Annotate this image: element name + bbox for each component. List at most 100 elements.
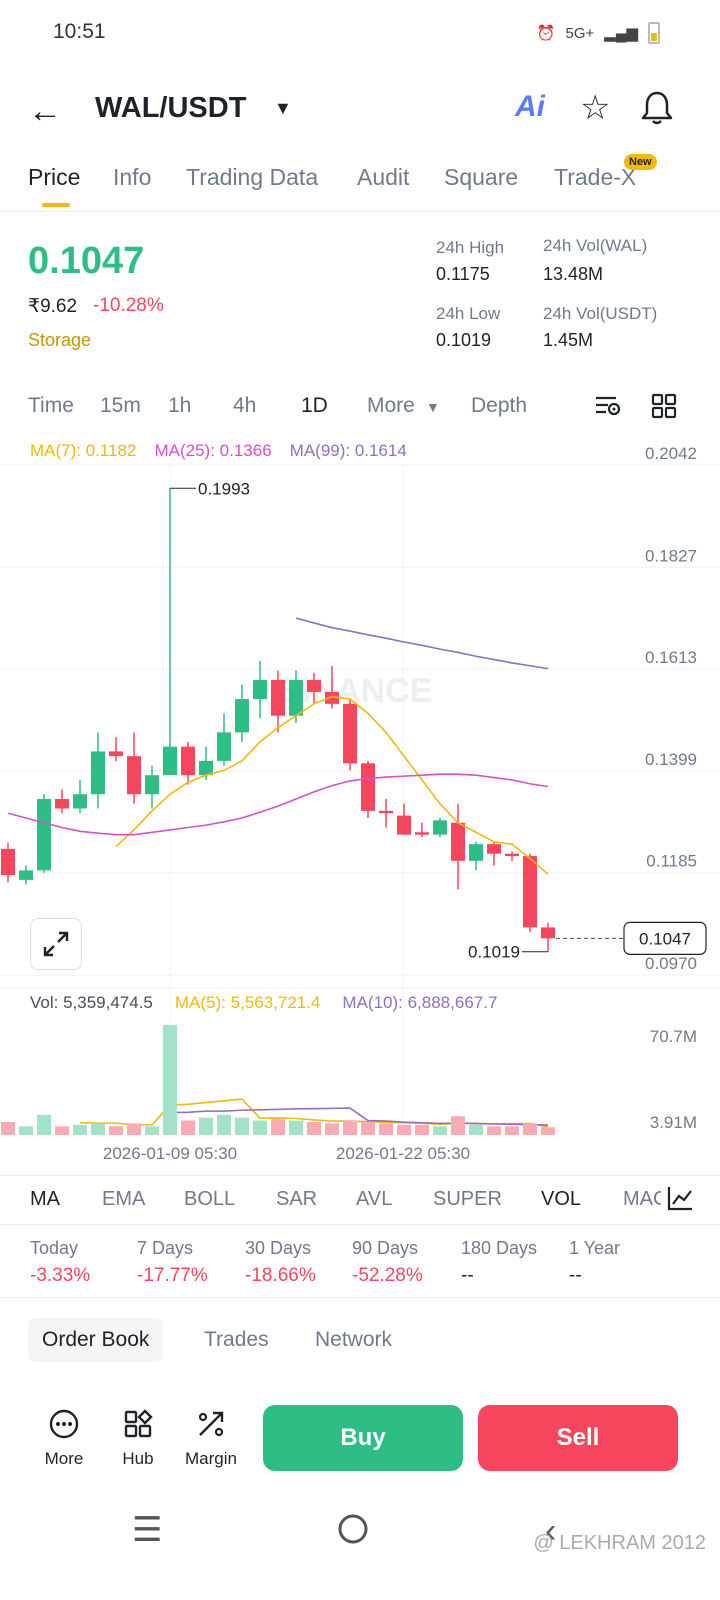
vol-quote-value: 1.45M	[543, 330, 594, 350]
volume-bar	[217, 1114, 231, 1135]
volume-bar	[307, 1121, 321, 1135]
candle-body	[235, 699, 249, 733]
low-marker-label: 0.1019	[468, 943, 520, 962]
fullscreen-button[interactable]	[30, 918, 82, 970]
y-tick-label: 0.1613	[645, 648, 697, 667]
candle-body	[181, 746, 195, 776]
tf-4h[interactable]: 4h	[233, 394, 257, 417]
tf-1d[interactable]: 1D	[301, 394, 328, 417]
chart-settings-icon[interactable]	[594, 392, 622, 426]
tab-network[interactable]: Network	[315, 1328, 393, 1351]
more-button[interactable]: More	[34, 1408, 94, 1469]
volume-bar	[181, 1120, 195, 1135]
tf-1h[interactable]: 1h	[168, 394, 192, 417]
indicator-settings-icon[interactable]	[666, 1184, 694, 1218]
candle-body	[505, 853, 519, 857]
volume-bar	[1, 1121, 15, 1135]
candle-body	[433, 820, 447, 835]
candle-body	[469, 844, 483, 861]
perf-label: 180 Days	[461, 1238, 538, 1258]
y-tick-label: 0.1399	[645, 750, 697, 769]
recents-icon[interactable]: ☰	[132, 1511, 163, 1549]
candle-body	[1, 848, 15, 876]
vol-label: Vol: 5,359,474.5	[30, 993, 153, 1012]
tab-price[interactable]: Price	[28, 164, 81, 190]
perf-value: --	[569, 1265, 582, 1286]
ind-super[interactable]: SUPER	[433, 1188, 502, 1210]
volume-bar	[127, 1123, 141, 1135]
category-tag[interactable]: Storage	[28, 330, 92, 350]
ai-icon[interactable]: Ai	[515, 90, 545, 123]
volume-bar	[73, 1124, 87, 1135]
buy-button[interactable]: Buy	[263, 1405, 463, 1471]
candle-body	[199, 760, 213, 776]
pair-title[interactable]: WAL/USDT	[95, 92, 247, 124]
candle-body	[451, 822, 465, 861]
ind-ma[interactable]: MA	[30, 1188, 60, 1210]
tf-depth[interactable]: Depth	[471, 394, 528, 417]
ma7-line	[115, 695, 549, 875]
ind-vol[interactable]: VOL	[541, 1188, 582, 1210]
candle-body	[487, 844, 501, 854]
back-arrow-icon[interactable]: ←	[28, 92, 62, 130]
tab-info[interactable]: Info	[113, 164, 152, 190]
candle-body	[397, 815, 411, 835]
ind-boll[interactable]: BOLL	[184, 1188, 236, 1210]
tf-more-caret-icon[interactable]: ▼	[426, 399, 440, 415]
tab-trades[interactable]: Trades	[204, 1328, 269, 1351]
perf-label: 30 Days	[245, 1238, 312, 1258]
ma99-line	[295, 617, 549, 670]
volume-bar	[253, 1120, 267, 1135]
sell-button[interactable]: Sell	[478, 1405, 678, 1471]
tab-trading-data[interactable]: Trading Data	[186, 164, 319, 190]
home-icon[interactable]	[336, 1512, 370, 1555]
tab-square[interactable]: Square	[444, 164, 519, 190]
tab-trade-x[interactable]: Trade-X	[554, 164, 637, 190]
x-tick-label: 2026-01-22 05:30	[336, 1144, 470, 1163]
perf-7d: 7 Days -17.77%	[137, 1238, 208, 1287]
status-bar: 10:51 ⏰ 5G+ ▂▄▆	[0, 0, 720, 66]
ind-macd[interactable]: MACD	[623, 1188, 661, 1210]
ind-avl[interactable]: AVL	[356, 1188, 393, 1210]
candle-body	[343, 703, 357, 764]
candle-body	[91, 751, 105, 795]
volume-bar	[343, 1120, 357, 1135]
tab-order-book[interactable]: Order Book	[28, 1318, 164, 1362]
signal-icon: ▂▄▆	[604, 25, 638, 42]
pair-dropdown-icon[interactable]: ▼	[274, 98, 292, 118]
margin-icon	[181, 1408, 241, 1447]
active-tab-indicator	[42, 203, 70, 207]
candle-body	[415, 832, 429, 835]
ma25-label: MA(25): 0.1366	[154, 441, 272, 460]
last-price-label: 0.1047	[639, 929, 691, 948]
system-back-icon[interactable]: ‹	[545, 1512, 557, 1550]
vol-base-value: 13.48M	[543, 264, 604, 284]
price-chart[interactable]: BINANCE 0.20420.18270.16130.13990.11850.…	[0, 430, 720, 1170]
vol-tick-label: 70.7M	[650, 1027, 697, 1046]
layout-grid-icon[interactable]	[650, 392, 678, 426]
network-label: 5G+	[565, 24, 595, 42]
alert-bell-icon[interactable]	[640, 90, 674, 134]
tab-audit[interactable]: Audit	[357, 164, 410, 190]
tf-time[interactable]: Time	[28, 394, 74, 417]
tf-15m[interactable]: 15m	[100, 394, 141, 417]
performance-row: Today -3.33% 7 Days -17.77% 30 Days -18.…	[0, 1238, 720, 1298]
last-price-box	[623, 921, 707, 955]
favorite-star-icon[interactable]: ☆	[580, 89, 611, 127]
more-label: More	[44, 1449, 84, 1468]
hub-button[interactable]: Hub	[108, 1408, 168, 1469]
margin-button[interactable]: Margin	[181, 1408, 241, 1469]
app-header: ← WAL/USDT ▼ Ai ☆	[0, 80, 720, 140]
indicator-tabs: MA EMA BOLL SAR AVL SUPER VOL MACD	[0, 1175, 720, 1225]
ind-ema[interactable]: EMA	[102, 1188, 146, 1210]
perf-1y: 1 Year --	[569, 1238, 620, 1287]
divider	[0, 1297, 720, 1298]
tf-more[interactable]: More	[367, 394, 415, 417]
ind-sar[interactable]: SAR	[276, 1188, 318, 1210]
ma99-label: MA(99): 0.1614	[289, 441, 407, 460]
perf-label: 7 Days	[137, 1238, 194, 1258]
main-tabs: Price Info Trading Data Audit Square Tra…	[0, 154, 720, 212]
candle-body	[217, 732, 231, 761]
candle-body	[145, 775, 159, 795]
volume-bar	[469, 1124, 483, 1135]
